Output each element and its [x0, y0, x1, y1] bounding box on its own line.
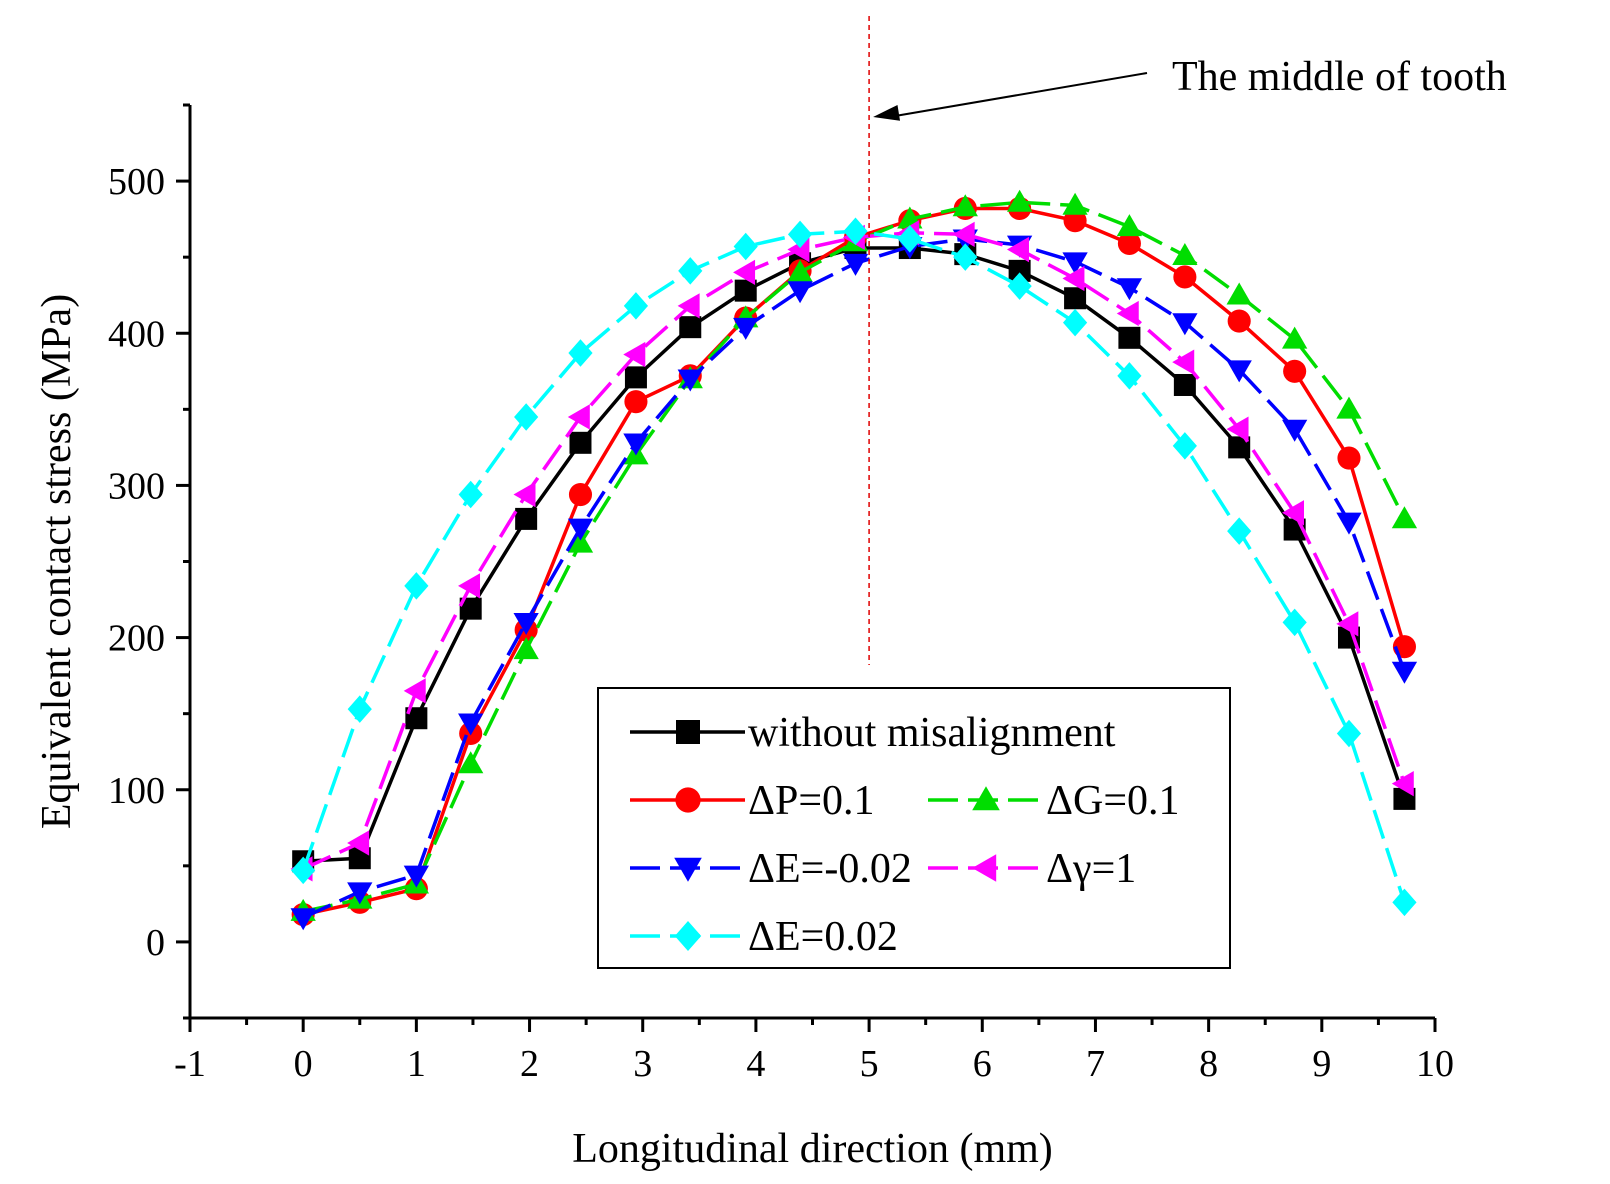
x-tick-label: 5 [860, 1043, 879, 1085]
legend: without misalignment ΔP=0.1 ΔG=0.1 ΔE=-0.02… [598, 688, 1230, 968]
legend-label: without misalignment [748, 710, 1116, 756]
legend-label: ΔP=0.1 [748, 778, 875, 824]
y-tick-label: 400 [108, 313, 165, 355]
data-point [624, 390, 647, 413]
x-tick-label: 9 [1312, 1043, 1331, 1085]
legend-label: Δγ=1 [1046, 846, 1136, 892]
x-tick-label: 2 [520, 1043, 539, 1085]
data-point [625, 366, 647, 388]
data-point [1173, 265, 1196, 288]
legend-label: ΔG=0.1 [1046, 778, 1180, 824]
y-tick-label: 200 [108, 618, 165, 660]
data-point [1283, 360, 1306, 383]
data-point [679, 316, 701, 338]
y-tick-label: 100 [108, 770, 165, 812]
chart: -1 0 1 2 3 4 5 6 7 8 9 100100200300400500 The middl… [0, 0, 1610, 1184]
data-point [569, 432, 591, 454]
x-tick-label: 7 [1086, 1043, 1105, 1085]
legend-label: ΔE=0.02 [748, 914, 898, 960]
x-axis-label: Longitudinal direction (mm) [572, 1126, 1053, 1172]
y-tick-label: 300 [108, 465, 165, 507]
chart-background [0, 0, 1610, 1184]
data-point [1174, 374, 1196, 396]
x-tick-label: 6 [973, 1043, 992, 1085]
x-tick-label: 1 [407, 1043, 426, 1085]
annotation-text: The middle of tooth [1172, 54, 1507, 100]
x-tick-label: 4 [746, 1043, 765, 1085]
legend-marker [676, 720, 700, 744]
y-axis-label: Equivalent contact stress (MPa) [34, 294, 80, 829]
y-tick-label: 0 [146, 922, 165, 964]
data-point [1118, 327, 1140, 349]
x-tick-label: 8 [1199, 1043, 1218, 1085]
legend-label: ΔE=-0.02 [748, 846, 912, 892]
x-tick-label: 0 [294, 1043, 313, 1085]
data-point [1337, 446, 1360, 469]
data-point [1064, 287, 1086, 309]
legend-marker [675, 787, 700, 812]
data-point [515, 508, 537, 530]
data-point [1228, 310, 1251, 333]
y-tick-label: 500 [108, 161, 165, 203]
x-tick-label: 10 [1416, 1043, 1454, 1085]
x-tick-label: 3 [633, 1043, 652, 1085]
x-tick-label: -1 [174, 1043, 206, 1085]
data-point [569, 483, 592, 506]
